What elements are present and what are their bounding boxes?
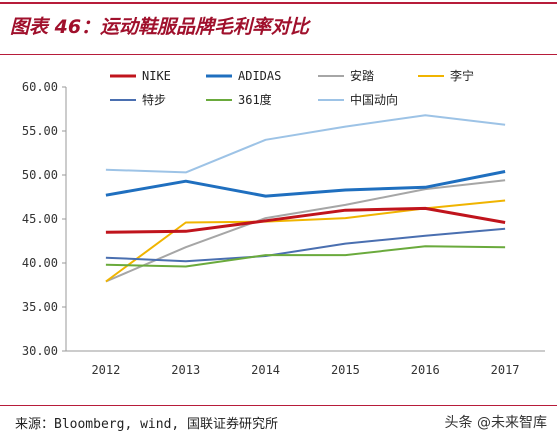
chart-title: 图表 46：运动鞋服品牌毛利率对比 bbox=[10, 16, 310, 38]
series-line-3 bbox=[105, 179, 506, 283]
legend-label: 李宁 bbox=[450, 68, 474, 83]
series-line-1 bbox=[105, 206, 506, 234]
legend-label: ADIDAS bbox=[238, 69, 281, 83]
y-tick-label: 35.00 bbox=[22, 300, 58, 314]
x-tick-label: 2013 bbox=[171, 363, 200, 377]
title-rule bbox=[0, 54, 557, 55]
y-tick-label: 30.00 bbox=[22, 344, 58, 358]
x-tick-label: 2016 bbox=[411, 363, 440, 377]
legend-label: 安踏 bbox=[350, 68, 374, 83]
series-line-6 bbox=[105, 245, 506, 268]
y-tick-label: 50.00 bbox=[22, 168, 58, 182]
y-tick-label: 40.00 bbox=[22, 256, 58, 270]
series-line-5 bbox=[105, 227, 506, 263]
source-note: 来源：Bloomberg, wind, 国联证券研究所 bbox=[15, 417, 279, 432]
x-tick-label: 2012 bbox=[91, 363, 120, 377]
legend-label: NIKE bbox=[142, 69, 171, 83]
y-tick-label: 45.00 bbox=[22, 212, 58, 226]
x-tick-label: 2014 bbox=[251, 363, 280, 377]
watermark: 头条 @未来智库 bbox=[444, 415, 547, 431]
y-tick-label: 55.00 bbox=[22, 124, 58, 138]
series-line-7 bbox=[105, 114, 506, 174]
x-tick-label: 2015 bbox=[331, 363, 360, 377]
y-tick-label: 60.00 bbox=[22, 80, 58, 94]
top-rule bbox=[0, 2, 557, 4]
legend-label: 特步 bbox=[142, 92, 166, 107]
series-line-2 bbox=[105, 170, 506, 198]
bottom-rule bbox=[0, 405, 557, 406]
legend-label: 361度 bbox=[238, 92, 272, 107]
legend-label: 中国动向 bbox=[350, 92, 398, 107]
x-tick-label: 2017 bbox=[491, 363, 520, 377]
